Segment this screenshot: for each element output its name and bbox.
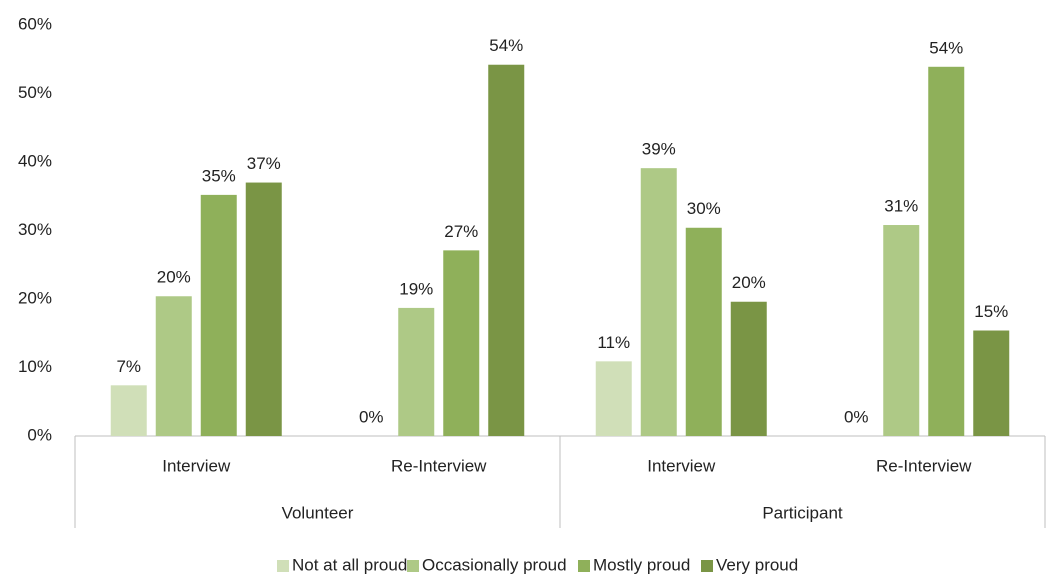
- y-tick-label: 10%: [18, 357, 52, 376]
- legend-swatch: [407, 560, 419, 572]
- bar: [685, 227, 722, 436]
- legend-swatch: [277, 560, 289, 572]
- data-label: 7%: [116, 357, 141, 376]
- legend-label: Very proud: [716, 555, 798, 574]
- data-label: 27%: [444, 222, 478, 241]
- bar: [398, 307, 435, 436]
- data-label: 0%: [359, 407, 384, 426]
- y-tick-label: 20%: [18, 288, 52, 307]
- bar: [640, 168, 677, 437]
- x-tick-label: Interview: [162, 456, 231, 475]
- x-tick-label: Interview: [647, 456, 716, 475]
- legend-swatch: [701, 560, 713, 572]
- data-label: 54%: [489, 36, 523, 55]
- legend-swatch: [578, 560, 590, 572]
- y-tick-label: 40%: [18, 151, 52, 170]
- data-label: 15%: [974, 302, 1008, 321]
- x-tick-label: Re-Interview: [391, 456, 487, 475]
- bar: [730, 301, 767, 436]
- data-label: 11%: [597, 333, 630, 352]
- data-label: 35%: [202, 166, 236, 185]
- bar: [443, 250, 480, 436]
- group-label: Volunteer: [282, 503, 354, 522]
- y-tick-label: 0%: [27, 425, 52, 444]
- bar: [973, 330, 1010, 436]
- data-label: 31%: [884, 197, 918, 216]
- data-label: 20%: [157, 268, 191, 287]
- bar: [155, 296, 192, 436]
- data-label: 0%: [844, 407, 869, 426]
- data-label: 20%: [732, 273, 766, 292]
- group-label: Participant: [762, 503, 843, 522]
- legend-label: Mostly proud: [593, 555, 690, 574]
- bar: [928, 66, 965, 436]
- bar: [488, 64, 525, 436]
- y-tick-label: 30%: [18, 220, 52, 239]
- data-label: 19%: [399, 279, 433, 298]
- data-label: 30%: [687, 199, 721, 218]
- data-label: 39%: [642, 140, 676, 159]
- bar: [595, 361, 632, 436]
- legend-label: Not at all proud: [292, 555, 407, 574]
- y-tick-label: 50%: [18, 83, 52, 102]
- data-label: 37%: [247, 154, 281, 173]
- legend-label: Occasionally proud: [422, 555, 567, 574]
- data-label: 54%: [929, 38, 963, 57]
- bar: [110, 385, 147, 436]
- bar: [245, 182, 282, 436]
- y-tick-label: 60%: [18, 14, 52, 33]
- bar: [883, 225, 920, 436]
- x-tick-label: Re-Interview: [876, 456, 972, 475]
- bar: [200, 194, 237, 436]
